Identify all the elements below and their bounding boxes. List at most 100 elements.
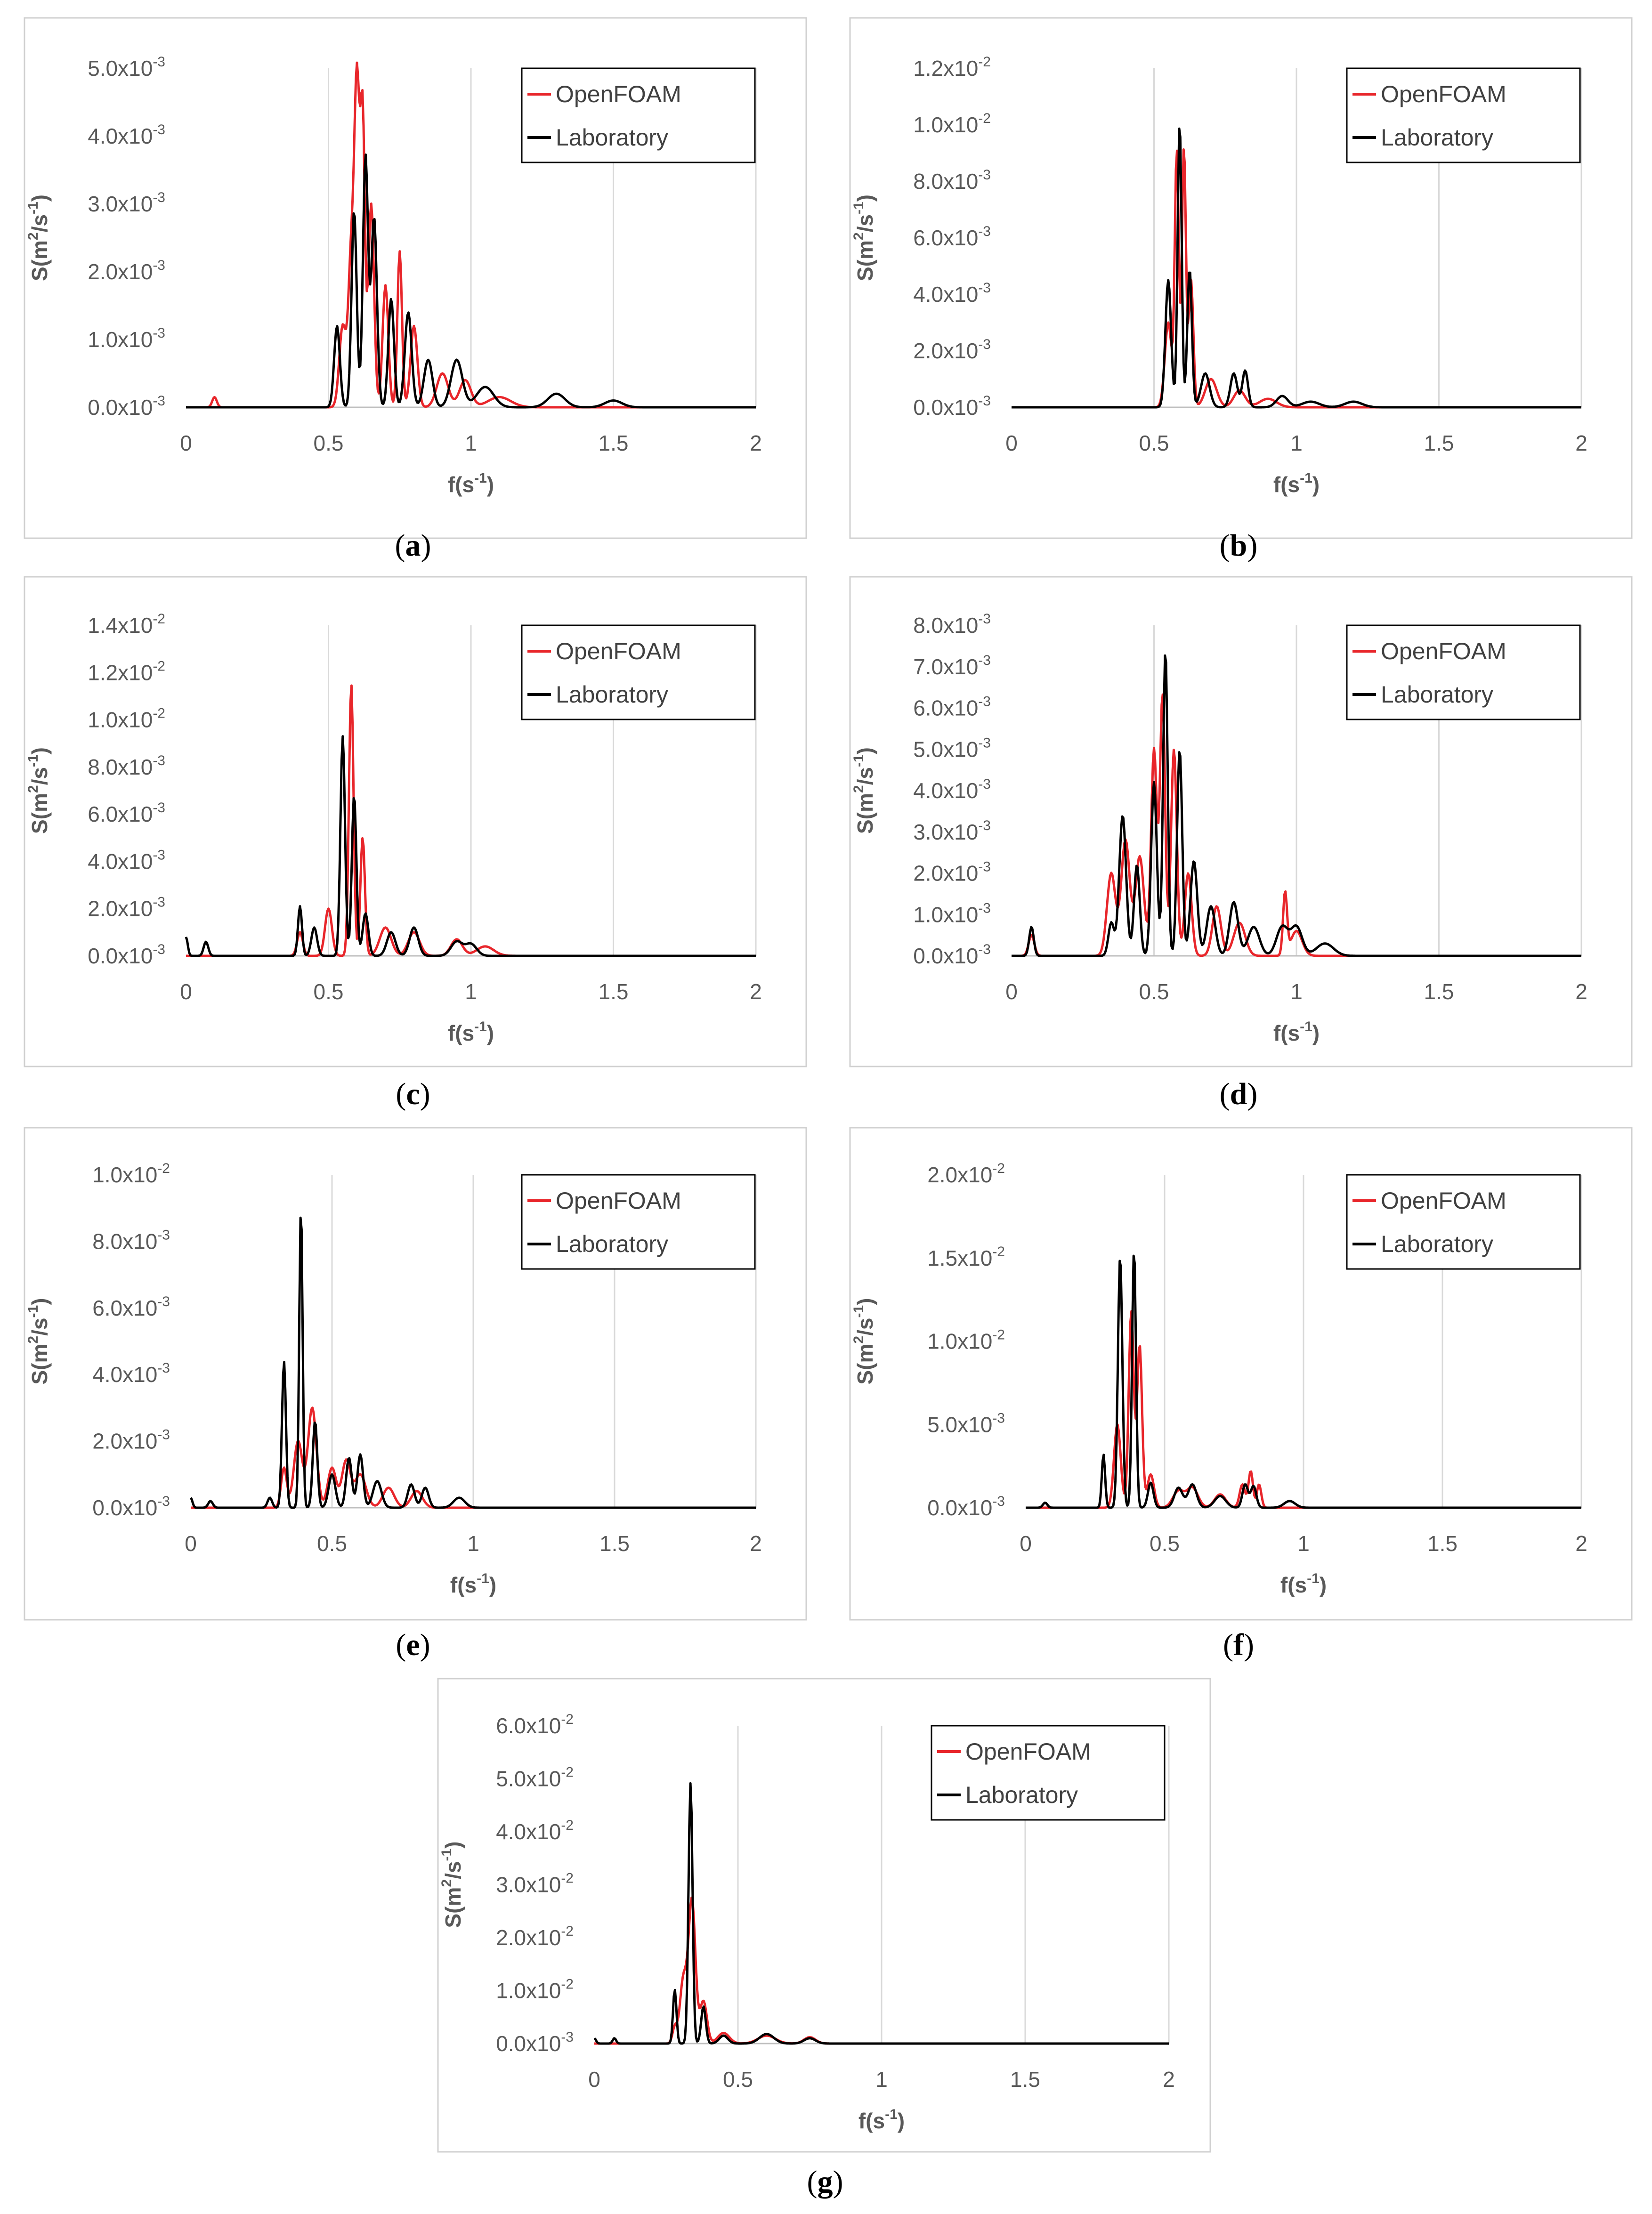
y-tick-label: 4.0x10-3 (88, 847, 165, 873)
x-axis-title: f(s-1) (448, 470, 494, 497)
y-tick-label: 6.0x10-2 (496, 1712, 574, 1738)
y-tick-label: 4.0x10-3 (913, 280, 991, 307)
legend-frame (931, 1725, 1166, 1821)
x-tick-label: 2 (750, 979, 762, 1004)
legend-frame (1346, 624, 1581, 720)
y-axis-title: S(m2/s-1) (25, 194, 52, 281)
y-tick-label: 1.0x10-3 (913, 900, 991, 927)
x-tick-label: 0 (1020, 1531, 1032, 1556)
y-tick-label: 1.0x10-2 (496, 1977, 574, 2003)
y-tick-label: 2.0x10-2 (496, 1923, 574, 1950)
y-tick-label: 3.0x10-3 (88, 190, 165, 216)
y-tick-label: 8.0x10-3 (913, 167, 991, 194)
series-line-laboratory (185, 735, 756, 957)
legend-label: Laboratory (556, 1231, 668, 1257)
x-tick-label: 0 (180, 431, 192, 455)
legend-label: Laboratory (1381, 1231, 1493, 1257)
x-axis-title: f(s-1) (450, 1571, 496, 1597)
x-axis-title: f(s-1) (448, 1019, 494, 1045)
legend-label: OpenFOAM (1381, 1188, 1506, 1214)
legend-label: Laboratory (556, 681, 668, 708)
x-tick-label: 1 (1290, 979, 1303, 1004)
y-tick-label: 6.0x10-3 (88, 800, 165, 826)
panel-caption: (d) (1220, 1077, 1258, 1111)
series-line-laboratory (1011, 654, 1582, 957)
legend-label: Laboratory (1381, 124, 1493, 151)
y-tick-label: 1.2x10-2 (88, 658, 165, 685)
y-tick-label: 0.0x10-3 (927, 1494, 1005, 1520)
chart-panel-a: 0 0.5 1 1.5 2 0.0x10-3 1.0x10-3 2.0x10-3 3.0x10-… (24, 17, 807, 563)
series-line-laboratory (1025, 1254, 1582, 1509)
legend-frame (521, 1174, 756, 1270)
legend-frame (1346, 67, 1581, 163)
series-line-laboratory (186, 154, 756, 409)
y-tick-label: 0.0x10-3 (913, 393, 991, 420)
y-tick-label: 1.0x10-2 (92, 1161, 170, 1187)
legend-frame (521, 67, 756, 163)
x-tick-label: 1.5 (1424, 431, 1454, 455)
series-line-laboratory (189, 1216, 756, 1509)
y-tick-label: 5.0x10-3 (88, 54, 165, 81)
y-tick-label: 2.0x10-3 (88, 258, 165, 284)
x-tick-label: 2 (1575, 1531, 1587, 1556)
y-tick-label: 1.0x10-2 (927, 1327, 1005, 1354)
x-tick-label: 2 (750, 1531, 762, 1556)
y-tick-label: 2.0x10-2 (927, 1161, 1005, 1187)
x-tick-label: 0.5 (1150, 1531, 1180, 1556)
x-tick-label: 2 (1163, 2067, 1175, 2092)
y-tick-label: 8.0x10-3 (88, 753, 165, 779)
y-axis-title: S(m2/s-1) (851, 1298, 877, 1385)
y-tick-label: 4.0x10-3 (92, 1360, 170, 1387)
x-tick-label: 1 (465, 979, 477, 1004)
x-tick-label: 0.5 (723, 2067, 753, 2092)
y-tick-label: 8.0x10-3 (913, 611, 991, 638)
legend-label: Laboratory (1381, 681, 1493, 708)
y-tick-label: 2.0x10-3 (88, 895, 165, 921)
y-tick-label: 1.0x10-2 (88, 706, 165, 732)
x-tick-label: 1 (1290, 431, 1303, 455)
y-axis-title: S(m2/s-1) (25, 747, 52, 834)
legend: OpenFOAM Laboratory (521, 67, 756, 163)
series-line-laboratory (593, 1782, 1169, 2045)
y-tick-label: 5.0x10-3 (927, 1410, 1005, 1437)
chart-panel-e: 0 0.5 1 1.5 2 0.0x10-3 2.0x10-3 4.0x10-3 6.0x10-… (24, 1127, 807, 1662)
x-tick-label: 2 (750, 431, 762, 455)
legend-frame (521, 624, 756, 720)
x-tick-label: 2 (1575, 431, 1587, 455)
x-axis-title: f(s-1) (858, 2107, 905, 2133)
y-tick-label: 2.0x10-3 (92, 1427, 170, 1454)
chart-panel-g: 0 0.5 1 1.5 2 0.0x10-3 1.0x10-2 2.0x10-2 3.0x10-… (437, 1678, 1211, 2199)
legend: OpenFOAM Laboratory (1346, 67, 1581, 163)
x-tick-label: 1 (465, 431, 477, 455)
panel-caption: (g) (807, 2165, 843, 2199)
legend-label: OpenFOAM (556, 81, 681, 107)
x-axis-title: f(s-1) (1280, 1571, 1327, 1597)
x-tick-label: 0.5 (1139, 431, 1169, 455)
chart-panel-b: 0 0.5 1 1.5 2 0.0x10-3 2.0x10-3 4.0x10-3 6.0x10-… (849, 17, 1633, 563)
y-tick-label: 0.0x10-3 (496, 2029, 574, 2056)
legend-label: OpenFOAM (556, 1188, 681, 1214)
x-tick-label: 1 (875, 2067, 888, 2092)
x-tick-label: 1.5 (599, 979, 629, 1004)
x-tick-label: 0 (1005, 431, 1018, 455)
legend-label: OpenFOAM (1381, 81, 1506, 107)
legend: OpenFOAM Laboratory (521, 1174, 756, 1270)
x-tick-label: 0 (1005, 979, 1018, 1004)
y-axis-title: S(m2/s-1) (25, 1298, 52, 1385)
y-tick-label: 8.0x10-3 (92, 1227, 170, 1253)
x-tick-label: 0.5 (1139, 979, 1169, 1004)
x-tick-label: 0 (180, 979, 192, 1004)
x-tick-label: 0 (185, 1531, 197, 1556)
panel-caption: (e) (396, 1628, 430, 1662)
y-tick-label: 1.2x10-2 (913, 54, 991, 81)
y-tick-label: 1.0x10-3 (88, 325, 165, 352)
y-axis-title: S(m2/s-1) (439, 1842, 465, 1928)
x-tick-label: 1.5 (1424, 979, 1454, 1004)
panel-caption: (a) (395, 528, 431, 563)
legend: OpenFOAM Laboratory (1346, 624, 1581, 720)
x-tick-label: 0.5 (314, 979, 344, 1004)
legend: OpenFOAM Laboratory (521, 624, 756, 720)
panel-caption: (b) (1220, 528, 1258, 563)
y-axis-title: S(m2/s-1) (851, 747, 877, 834)
